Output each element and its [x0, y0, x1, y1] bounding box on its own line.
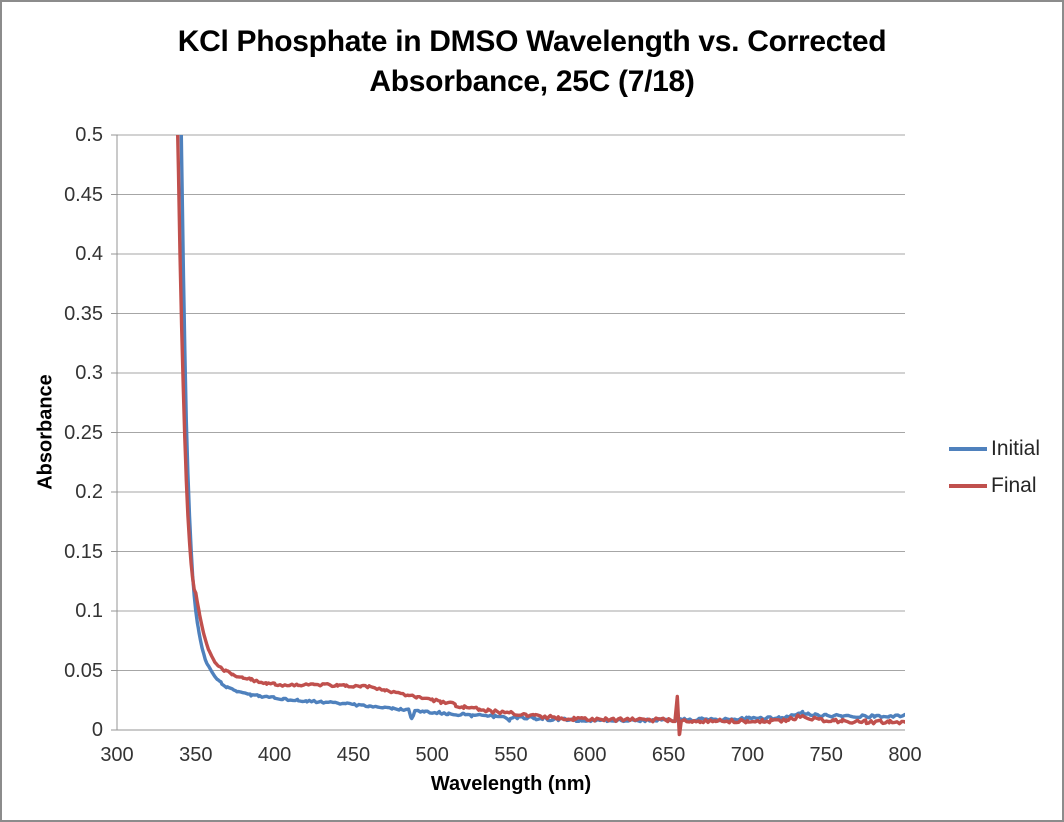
legend-label-final: Final — [991, 474, 1037, 497]
chart-title-line2: Absorbance, 25C (7/18) — [369, 65, 695, 98]
y-tick-label: 0.45 — [64, 183, 103, 206]
y-tick-label: 0.1 — [75, 600, 103, 622]
legend-line-final-icon — [949, 484, 987, 488]
x-axis-title: Wavelength (nm) — [430, 773, 592, 795]
x-tick-label: 800 — [888, 744, 922, 766]
x-tick-label: 400 — [257, 744, 292, 766]
x-tick-label: 450 — [336, 744, 371, 766]
x-tick-label: 500 — [415, 744, 449, 766]
chart-title-line1: KCl Phosphate in DMSO Wavelength vs. Cor… — [177, 25, 887, 58]
legend-item-initial: Initial — [949, 437, 1040, 461]
y-tick-label: 0 — [91, 719, 103, 741]
chart-title: KCl Phosphate in DMSO Wavelength vs. Cor… — [2, 22, 1062, 102]
series-line-final — [175, 135, 905, 737]
y-tick-label: 0.3 — [75, 362, 103, 384]
x-tick-label: 350 — [179, 744, 213, 766]
x-tick-label: 600 — [573, 744, 607, 766]
series-line-initial — [179, 135, 905, 724]
y-tick-label: 0.05 — [64, 659, 103, 682]
y-tick-label: 0.2 — [75, 481, 103, 503]
y-tick-label: 0.25 — [64, 421, 103, 444]
legend-item-final: Final — [949, 474, 1040, 498]
x-tick-label: 700 — [730, 744, 765, 766]
y-tick-label: 0.4 — [75, 243, 103, 265]
y-tick-label: 0.35 — [64, 302, 103, 325]
y-tick-label: 0.5 — [75, 124, 103, 146]
x-tick-label: 300 — [100, 744, 134, 766]
x-tick-label: 550 — [494, 744, 528, 766]
x-tick-label: 750 — [809, 744, 843, 766]
legend-line-initial-icon — [949, 447, 987, 451]
legend: Initial Final — [949, 437, 1040, 511]
legend-label-initial: Initial — [991, 437, 1041, 460]
y-tick-label: 0.15 — [64, 540, 103, 563]
x-tick-label: 650 — [651, 744, 686, 766]
